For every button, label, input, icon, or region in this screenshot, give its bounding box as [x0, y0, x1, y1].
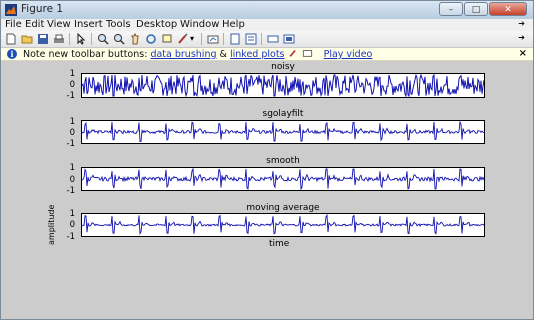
brush-icon[interactable]	[177, 33, 189, 45]
axes-moving-average[interactable]	[81, 213, 485, 237]
plot-title-moving-average: moving average	[246, 203, 320, 213]
title-bar[interactable]: Figure 1 – □ ✕	[1, 1, 533, 19]
data-cursor-icon[interactable]	[161, 33, 173, 45]
toolbar-overflow-icon[interactable]: ➔	[518, 33, 525, 42]
figure-toolbar: ▾ ➔	[1, 31, 533, 48]
toolbar-separator	[91, 33, 92, 45]
menu-desktop[interactable]: Desktop	[136, 19, 178, 30]
menu-overflow-icon[interactable]: ➔	[518, 19, 525, 28]
window-title: Figure 1	[21, 3, 64, 15]
open-file-icon[interactable]	[21, 33, 33, 45]
toolbar-separator	[261, 33, 262, 45]
zoom-in-icon[interactable]	[97, 33, 109, 45]
ytick: 1	[69, 163, 75, 173]
brush-icon	[289, 49, 296, 57]
hide-plot-tools-icon[interactable]	[267, 33, 279, 45]
link-icon[interactable]	[207, 33, 219, 45]
zoom-out-icon[interactable]	[113, 33, 125, 45]
close-button[interactable]: ✕	[489, 2, 527, 16]
plot-title-noisy: noisy	[271, 62, 295, 72]
info-close-button[interactable]: ×	[518, 48, 527, 59]
ytick: 0	[69, 220, 75, 230]
info-ampersand: &	[219, 49, 227, 60]
x-axis-label: time	[269, 239, 290, 249]
toolbar-separator	[223, 33, 224, 45]
signal-trace	[82, 121, 484, 142]
link-icon	[302, 50, 312, 57]
toolbar-separator	[69, 33, 70, 45]
menu-help[interactable]: Help	[222, 19, 245, 30]
signal-trace	[82, 74, 484, 97]
signal-line-noisy	[82, 74, 484, 97]
plot-title-sgolayfilt: sgolayfilt	[262, 109, 304, 119]
brush-dropdown-icon[interactable]: ▾	[190, 34, 195, 43]
menu-window[interactable]: Window	[180, 19, 220, 30]
ytick: 1	[69, 69, 75, 79]
ytick: 1	[69, 117, 75, 127]
play-video-link[interactable]: Play video	[323, 49, 373, 60]
info-icon: i	[7, 49, 17, 59]
ytick: -1	[66, 186, 75, 196]
info-text: Note new toolbar buttons:	[23, 49, 148, 60]
signal-trace	[82, 168, 484, 190]
print-icon[interactable]	[53, 33, 65, 45]
ytick: 0	[69, 80, 75, 90]
ytick: 1	[69, 209, 75, 219]
ytick: -1	[66, 139, 75, 149]
axes-smooth[interactable]	[81, 167, 485, 191]
menu-insert[interactable]: Insert	[74, 19, 103, 30]
pan-icon[interactable]	[129, 33, 141, 45]
menu-view[interactable]: View	[47, 19, 71, 30]
ytick: -1	[66, 91, 75, 101]
y-axis-label: amplitude	[47, 204, 56, 245]
axes-sgolayfilt[interactable]	[81, 120, 485, 144]
data-brushing-link[interactable]: data brushing	[150, 49, 217, 60]
rotate-3d-icon[interactable]	[145, 33, 157, 45]
signal-line-smooth	[82, 168, 484, 190]
legend-icon[interactable]	[245, 33, 257, 45]
toolbar-separator	[201, 33, 202, 45]
window-controls: – □ ✕	[439, 2, 527, 16]
plot-title-smooth: smooth	[266, 156, 300, 166]
colorbar-icon[interactable]	[229, 33, 241, 45]
ytick: 0	[69, 128, 75, 138]
axes-noisy[interactable]	[81, 73, 485, 98]
figure-canvas[interactable]: noisy 1 0 -1 sgolayfilt 1 0 -1 smooth 1 …	[1, 61, 533, 319]
matlab-icon	[5, 4, 17, 16]
info-bar: i Note new toolbar buttons: data brushin…	[1, 48, 533, 61]
ytick: 0	[69, 175, 75, 185]
minimize-button[interactable]: –	[439, 2, 463, 16]
menu-bar: File Edit View Insert Tools Desktop Wind…	[1, 19, 533, 31]
signal-line-sgolayfilt	[82, 121, 484, 142]
maximize-button[interactable]: □	[464, 2, 488, 16]
menu-edit[interactable]: Edit	[25, 19, 45, 30]
linked-plots-link[interactable]: linked plots	[229, 49, 285, 60]
show-plot-tools-icon[interactable]	[283, 33, 295, 45]
menu-file[interactable]: File	[5, 19, 22, 30]
new-figure-icon[interactable]	[5, 33, 17, 45]
pointer-icon[interactable]	[75, 33, 87, 45]
ytick: -1	[66, 232, 75, 242]
signal-line-moving-average	[82, 214, 484, 236]
info-message: Note new toolbar buttons: data brushing …	[23, 48, 372, 60]
menu-tools[interactable]: Tools	[106, 19, 131, 30]
save-icon[interactable]	[37, 33, 49, 45]
signal-trace	[82, 214, 484, 236]
